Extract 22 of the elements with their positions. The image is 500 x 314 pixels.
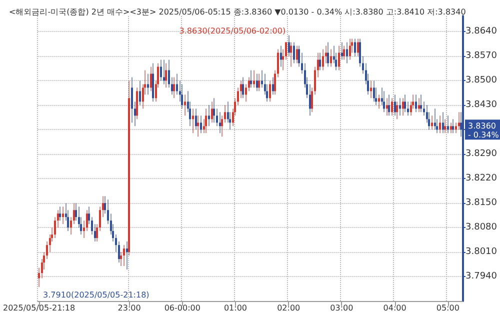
y-tick-label: 3.8430 bbox=[466, 100, 498, 110]
y-tick-label: 3.8290 bbox=[466, 149, 498, 160]
y-tick-label: 3.8080 bbox=[466, 222, 498, 233]
x-tick-label: 06-00:00 bbox=[164, 304, 200, 312]
annotation: 3.8360 - 0.34% bbox=[468, 122, 500, 140]
x-tick-label: 2025/05/05-21:18 bbox=[2, 304, 76, 312]
x-tick-label: 23:00 bbox=[118, 304, 141, 312]
x-tick-label: 01:00 bbox=[224, 304, 248, 312]
y-tick-label: 3.8640 bbox=[466, 26, 498, 37]
x-tick-label: 05:00 bbox=[436, 304, 460, 312]
y-tick-label: 3.8570 bbox=[466, 51, 498, 62]
annotation: 3.7910(2025/05/05-21:18) bbox=[43, 290, 150, 300]
chart-title: <해외금리-미국(종합) 2년 매수><3분> 2025/05/06-05:15 종:3.8360 ▼0.0130 - 0.34% 시:3.8380 고:3.8410 저:3.8340 bbox=[9, 8, 466, 16]
x-tick-label: 02:00 bbox=[277, 304, 300, 312]
annotation: 3.8630(2025/05/06-02:00) bbox=[179, 26, 286, 36]
y-tick-label: 3.7940 bbox=[466, 272, 498, 282]
y-tick-label: 3.8500 bbox=[466, 76, 498, 86]
x-tick-label: 03:00 bbox=[330, 304, 354, 312]
x-tick-label: 04:00 bbox=[383, 304, 406, 312]
y-tick-label: 3.8010 bbox=[466, 247, 498, 258]
y-tick-label: 3.8150 bbox=[466, 198, 498, 208]
y-tick-label: 3.8220 bbox=[466, 174, 498, 184]
